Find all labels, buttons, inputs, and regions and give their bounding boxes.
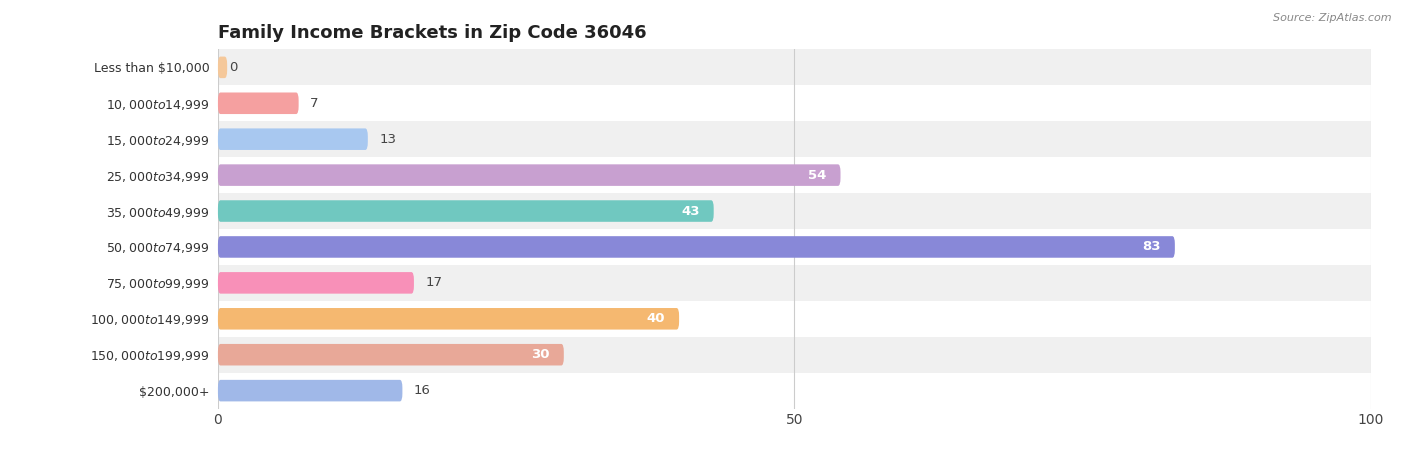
- Text: 40: 40: [647, 313, 665, 325]
- Text: 0: 0: [229, 61, 238, 74]
- Bar: [218, 193, 1371, 229]
- Bar: [218, 157, 1371, 193]
- FancyBboxPatch shape: [218, 92, 298, 114]
- Bar: [218, 49, 1371, 85]
- Text: 43: 43: [682, 205, 700, 217]
- Bar: [218, 301, 1371, 337]
- Bar: [218, 121, 1371, 157]
- Text: 17: 17: [426, 277, 443, 289]
- FancyBboxPatch shape: [218, 308, 679, 330]
- Text: 7: 7: [311, 97, 319, 110]
- Bar: [218, 85, 1371, 121]
- Bar: [218, 229, 1371, 265]
- Text: 13: 13: [380, 133, 396, 145]
- Text: 16: 16: [413, 384, 430, 397]
- Text: 83: 83: [1143, 241, 1161, 253]
- FancyBboxPatch shape: [218, 200, 714, 222]
- Text: 30: 30: [531, 348, 550, 361]
- FancyBboxPatch shape: [218, 164, 841, 186]
- FancyBboxPatch shape: [218, 57, 228, 78]
- Bar: [218, 373, 1371, 409]
- FancyBboxPatch shape: [218, 380, 402, 401]
- FancyBboxPatch shape: [218, 236, 1175, 258]
- FancyBboxPatch shape: [218, 128, 368, 150]
- Bar: [218, 337, 1371, 373]
- Bar: [218, 265, 1371, 301]
- Text: 54: 54: [808, 169, 827, 181]
- Text: Family Income Brackets in Zip Code 36046: Family Income Brackets in Zip Code 36046: [218, 24, 647, 42]
- FancyBboxPatch shape: [218, 272, 413, 294]
- Text: Source: ZipAtlas.com: Source: ZipAtlas.com: [1274, 13, 1392, 23]
- FancyBboxPatch shape: [218, 344, 564, 365]
